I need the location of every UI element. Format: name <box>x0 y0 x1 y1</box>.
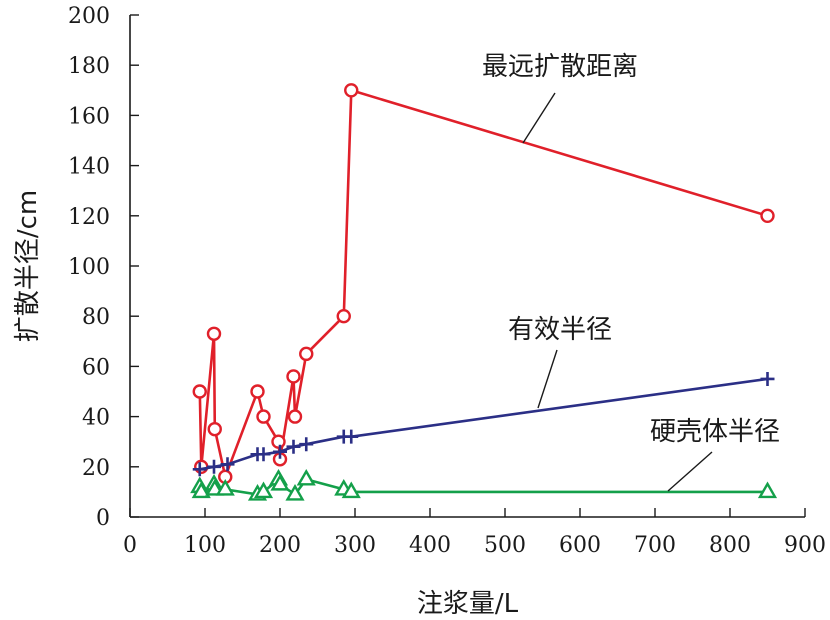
data-point <box>271 434 286 449</box>
y-tick-label: 120 <box>68 205 110 230</box>
y-tick-label: 20 <box>82 456 110 481</box>
data-point <box>760 371 775 386</box>
data-point <box>287 409 303 424</box>
data-point <box>192 384 207 399</box>
data-point <box>760 208 775 224</box>
series-label: 最远扩散距离 <box>482 52 638 82</box>
data-point <box>344 83 359 98</box>
data-point <box>757 481 778 499</box>
data-point <box>256 447 271 462</box>
tick-group: 0 100 200 300 400 500 600 700 800 900 0 20 40 60 80 100… <box>68 4 826 558</box>
y-tick-label: 180 <box>68 54 110 79</box>
data-point <box>270 473 290 491</box>
data-point <box>273 444 287 459</box>
data-point <box>286 439 301 454</box>
x-tick-label: 200 <box>259 533 301 558</box>
data-point <box>296 468 316 486</box>
data-point <box>207 421 222 437</box>
y-tick-label: 100 <box>68 255 110 280</box>
leader-line <box>537 349 558 409</box>
data-point <box>253 481 274 499</box>
x-tick-label: 0 <box>123 533 137 558</box>
leader-line <box>522 92 556 144</box>
series-label: 有效半径 <box>508 315 612 345</box>
y-tick-label: 140 <box>68 155 110 180</box>
x-tick-label: 700 <box>634 533 676 558</box>
x-tick-label: 800 <box>709 533 751 558</box>
x-tick-label: 500 <box>484 533 526 558</box>
data-point <box>299 346 314 362</box>
data-point <box>194 459 209 474</box>
y-tick-label: 40 <box>82 406 110 431</box>
x-axis-label: 注浆量/L <box>417 589 519 619</box>
data-point <box>341 481 361 499</box>
series-3 <box>190 468 778 501</box>
y-tick-label: 200 <box>68 4 110 29</box>
data-point <box>344 429 359 444</box>
y-tick-label: 0 <box>96 506 110 531</box>
data-point <box>206 326 222 341</box>
data-point <box>220 457 235 472</box>
y-tick-label: 80 <box>82 305 110 330</box>
data-point <box>256 409 271 424</box>
series-layer <box>190 83 778 501</box>
data-point <box>207 459 221 474</box>
data-point <box>192 462 207 477</box>
series-2 <box>192 371 775 477</box>
x-tick-label: 900 <box>784 533 826 558</box>
y-tick-label: 60 <box>82 355 110 380</box>
data-point <box>336 309 351 324</box>
x-tick-label: 600 <box>559 533 601 558</box>
y-tick-label: 160 <box>68 104 110 129</box>
x-tick-label: 100 <box>184 533 226 558</box>
data-point <box>299 437 314 452</box>
data-point <box>250 384 265 399</box>
data-point <box>215 478 235 496</box>
y-axis-label: 扩散半径/cm <box>13 190 43 342</box>
leader-line <box>667 451 713 492</box>
x-tick-label: 400 <box>409 533 451 558</box>
data-point <box>285 484 305 501</box>
series-label: 硬壳体半径 <box>650 417 780 447</box>
data-point <box>286 369 301 384</box>
x-tick-label: 300 <box>334 533 376 558</box>
